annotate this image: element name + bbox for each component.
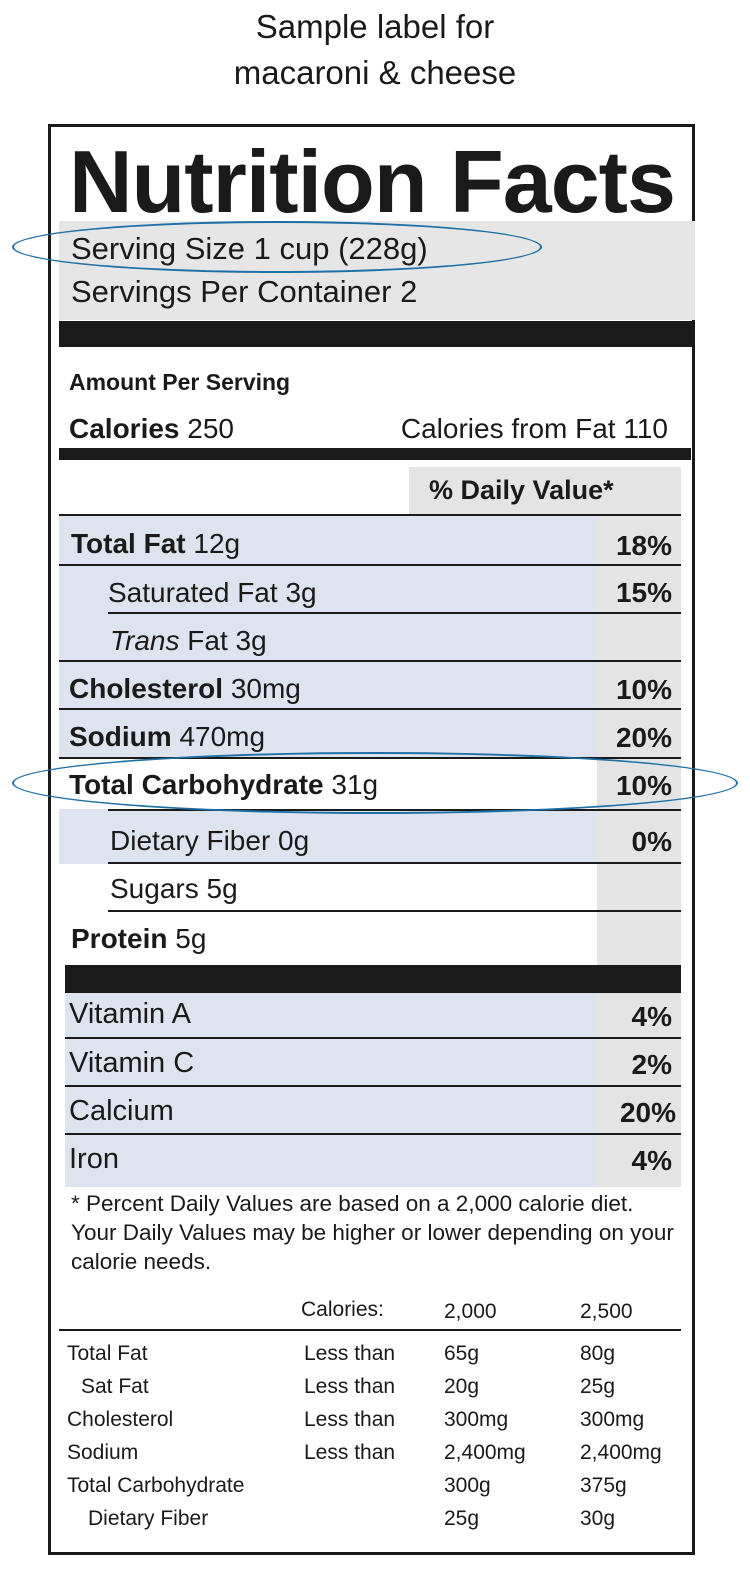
footer-row-qualifier: Less than: [304, 1375, 396, 1398]
calories-line: Calories 250: [69, 413, 234, 445]
caption-line-2: macaroni & cheese: [233, 54, 517, 91]
caption-line-1: Sample label for: [255, 8, 495, 45]
footer-row-qualifier: Less than: [304, 1408, 396, 1431]
nutrient-sugars: Sugars 5g: [110, 873, 238, 905]
rule: [65, 1085, 681, 1087]
nutrient-protein: Protein 5g: [71, 923, 206, 955]
servings-per-container: Servings Per Container 2: [71, 274, 418, 309]
nutrient-name: Trans: [110, 625, 180, 656]
footer-row-2500: 300mg: [580, 1408, 645, 1431]
footer-row-2000: 300g: [444, 1474, 491, 1497]
rule: [108, 862, 681, 864]
footer-row-qualifier: Less than: [304, 1342, 396, 1365]
nutrient-dietary-fiber: Dietary Fiber 0g: [110, 825, 309, 857]
nutrition-label: Nutrition Facts Serving Size 1 cup (228g…: [48, 124, 695, 1555]
nutrient-amount: 30mg: [230, 673, 301, 704]
nutrient-amount: 470mg: [179, 721, 266, 752]
thick-divider: [59, 321, 695, 347]
footer-row-2500: 25g: [580, 1375, 616, 1398]
rule: [65, 1037, 681, 1039]
label-title: Nutrition Facts: [69, 132, 676, 231]
footer-row-label: Dietary Fiber: [88, 1507, 209, 1530]
nutrient-amount: 3g: [285, 577, 317, 608]
vitamin-c: Vitamin C: [69, 1047, 195, 1079]
nutrient-name-suffix: Fat: [187, 625, 228, 656]
nutrient-amount: 5g: [175, 923, 207, 954]
nutrient-name: Sodium: [69, 721, 172, 752]
nutrient-saturated-fat: Saturated Fat 3g: [108, 577, 317, 609]
dv-calcium: 20%: [619, 1097, 676, 1128]
rule: [59, 564, 681, 566]
footer-row-label: Sodium: [67, 1441, 139, 1464]
calories-value: 250: [187, 413, 234, 444]
dv-saturated-fat: 15%: [615, 577, 672, 608]
total-carbohydrate-highlight: [12, 752, 738, 814]
nutrient-cholesterol: Cholesterol 30mg: [69, 673, 301, 705]
dv-dietary-fiber: 0%: [631, 826, 672, 857]
nutrient-name: Total Fat: [71, 528, 186, 559]
daily-value-header: % Daily Value*: [429, 475, 614, 505]
footer-header-calories: Calories:: [301, 1298, 384, 1321]
serving-size-highlight: [12, 221, 542, 273]
footnote: * Percent Daily Values are based on a 2,…: [71, 1189, 681, 1276]
footer-row-label: Total Carbohydrate: [67, 1474, 245, 1497]
rule: [65, 1133, 681, 1135]
footer-row-2500: 30g: [580, 1507, 616, 1530]
footer-row-label: Sat Fat: [81, 1375, 149, 1398]
dv-cholesterol: 10%: [615, 674, 672, 705]
footer-row-qualifier: Less than: [304, 1441, 396, 1464]
vitamin-band: [65, 993, 597, 1187]
nutrient-name: Sugars: [110, 873, 199, 904]
dv-header-bg: [409, 467, 681, 514]
footer-header-2500: 2,500: [580, 1300, 633, 1323]
dv-sodium: 20%: [615, 722, 672, 753]
rule: [59, 660, 681, 662]
calories-from-fat: Calories from Fat 110: [400, 413, 668, 444]
nutrient-trans-fat: Trans Fat 3g: [110, 625, 267, 657]
rule: [108, 612, 681, 614]
rule: [59, 514, 681, 516]
nutrient-amount: 5g: [206, 873, 238, 904]
footer-row-2500: 80g: [580, 1342, 616, 1365]
calories-label: Calories: [69, 413, 180, 444]
footer-row-2000: 65g: [444, 1342, 480, 1365]
nutrient-name: Protein: [71, 923, 168, 954]
footer-row-2500: 2,400mg: [580, 1441, 662, 1464]
nutrient-amount: 12g: [193, 528, 241, 559]
nutrient-sodium: Sodium 470mg: [69, 721, 265, 753]
dv-vitamin-a: 4%: [631, 1001, 672, 1032]
nutrient-name: Saturated Fat: [108, 577, 278, 608]
footer-row-2000: 2,400mg: [444, 1441, 526, 1464]
nutrient-total-fat: Total Fat 12g: [71, 528, 240, 560]
nutrient-name: Dietary Fiber: [110, 825, 271, 856]
caption: Sample label for macaroni & cheese: [0, 4, 750, 96]
nutrient-amount: 3g: [235, 625, 267, 656]
iron: Iron: [69, 1143, 119, 1175]
rule: [59, 708, 681, 710]
footer-row-2500: 375g: [580, 1474, 627, 1497]
nutrient-amount: 0g: [278, 825, 310, 856]
rule: [59, 1329, 681, 1331]
footer-row-label: Total Fat: [67, 1342, 148, 1365]
dv-total-fat: 18%: [615, 530, 672, 561]
dv-iron: 4%: [631, 1145, 672, 1176]
dv-vitamin-c: 2%: [631, 1049, 672, 1080]
footer-header-2000: 2,000: [444, 1300, 497, 1323]
nutrient-name: Cholesterol: [69, 673, 224, 704]
footnote-text: * Percent Daily Values are based on a 2,…: [71, 1191, 674, 1274]
dv-column: [597, 516, 681, 996]
footer-row-2000: 20g: [444, 1375, 480, 1398]
vitamin-divider: [65, 965, 681, 993]
amount-per-serving: Amount Per Serving: [69, 369, 291, 395]
footer-row-2000: 300mg: [444, 1408, 509, 1431]
vitamin-dv-column: [597, 993, 681, 1187]
rule: [108, 910, 681, 912]
medium-divider: [59, 448, 691, 460]
vitamin-a: Vitamin A: [69, 998, 191, 1030]
calcium: Calcium: [69, 1095, 174, 1127]
footer-row-2000: 25g: [444, 1507, 480, 1530]
footer-row-label: Cholesterol: [67, 1408, 174, 1431]
